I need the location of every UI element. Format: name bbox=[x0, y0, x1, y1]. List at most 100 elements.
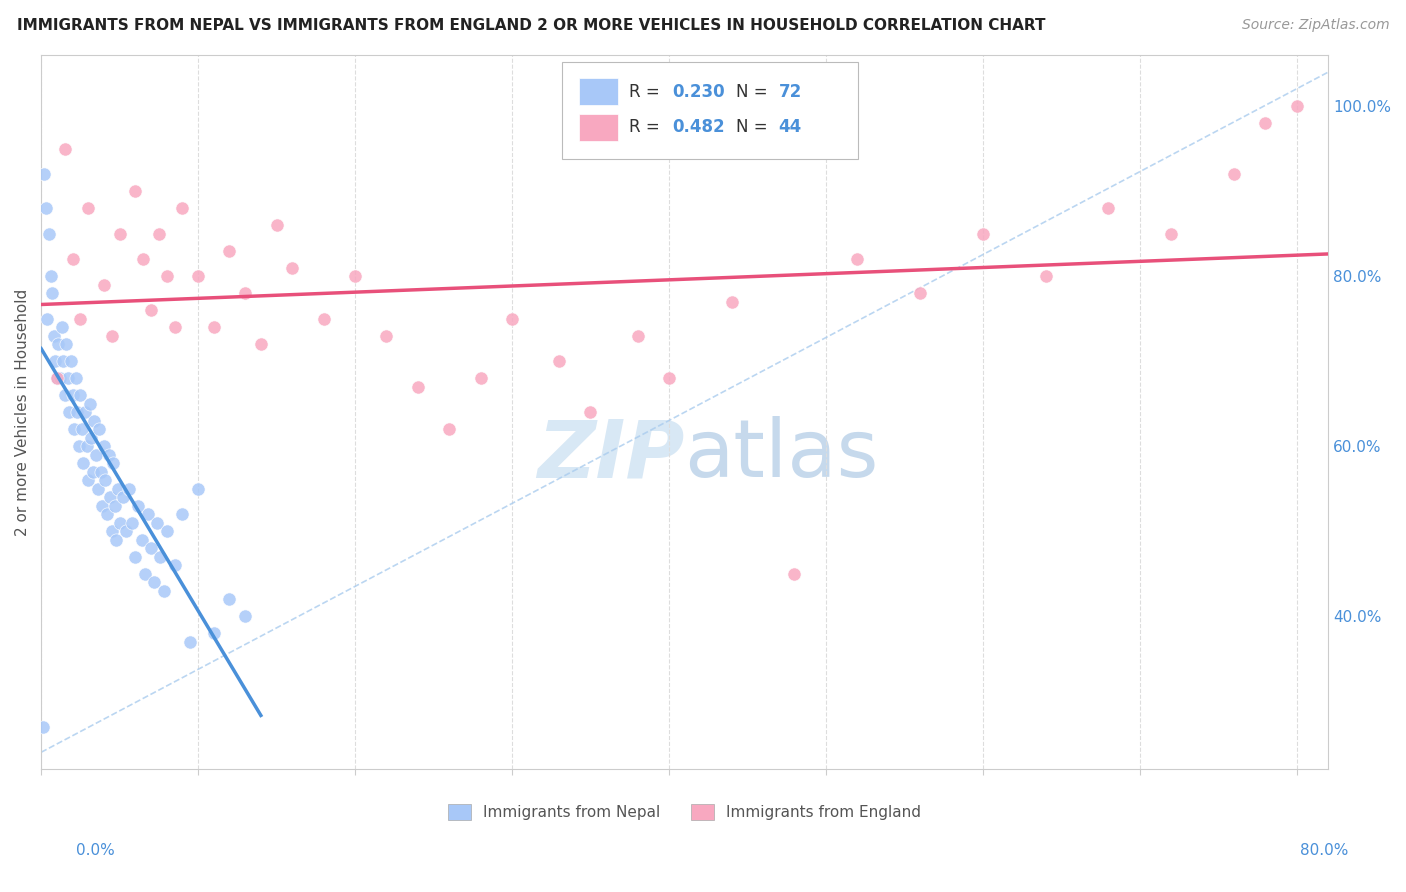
Text: 0.230: 0.230 bbox=[672, 83, 724, 101]
Point bbox=[45, 371, 67, 385]
Point bbox=[1254, 116, 1277, 130]
Point bbox=[148, 227, 170, 241]
Point bbox=[107, 482, 129, 496]
Text: Source: ZipAtlas.com: Source: ZipAtlas.com bbox=[1241, 18, 1389, 32]
Point bbox=[93, 277, 115, 292]
Point bbox=[70, 422, 93, 436]
Point bbox=[59, 354, 82, 368]
Text: 0.0%: 0.0% bbox=[76, 843, 115, 858]
Text: 44: 44 bbox=[779, 119, 801, 136]
Point bbox=[104, 499, 127, 513]
Point bbox=[124, 184, 146, 198]
Y-axis label: 2 or more Vehicles in Household: 2 or more Vehicles in Household bbox=[15, 289, 30, 536]
Point bbox=[233, 286, 256, 301]
Point bbox=[48, 337, 70, 351]
Point bbox=[250, 337, 273, 351]
Point bbox=[501, 311, 523, 326]
Point bbox=[31, 720, 53, 734]
Point bbox=[172, 201, 194, 215]
Point bbox=[143, 575, 166, 590]
Point bbox=[69, 388, 91, 402]
Point bbox=[846, 252, 869, 267]
Point bbox=[94, 473, 117, 487]
Legend: Immigrants from Nepal, Immigrants from England: Immigrants from Nepal, Immigrants from E… bbox=[441, 797, 928, 826]
Point bbox=[66, 405, 89, 419]
Point bbox=[83, 414, 105, 428]
Point bbox=[136, 508, 159, 522]
Point bbox=[42, 328, 65, 343]
Point bbox=[579, 405, 602, 419]
Point bbox=[187, 482, 209, 496]
Point bbox=[233, 609, 256, 624]
Point bbox=[69, 311, 91, 326]
Point bbox=[77, 473, 100, 487]
Point bbox=[375, 328, 398, 343]
Point bbox=[149, 549, 172, 564]
Point bbox=[124, 549, 146, 564]
Point bbox=[77, 201, 100, 215]
Point bbox=[115, 524, 138, 539]
Point bbox=[281, 260, 304, 275]
Text: N =: N = bbox=[737, 83, 773, 101]
Point bbox=[139, 303, 162, 318]
Text: 0.482: 0.482 bbox=[672, 119, 724, 136]
Point bbox=[67, 439, 90, 453]
Point bbox=[908, 286, 931, 301]
Point bbox=[65, 371, 87, 385]
Point bbox=[49, 371, 72, 385]
Point bbox=[62, 252, 84, 267]
Point bbox=[139, 541, 162, 556]
Point bbox=[134, 566, 156, 581]
Point bbox=[80, 431, 103, 445]
Point bbox=[39, 269, 62, 284]
Point bbox=[72, 456, 94, 470]
Point bbox=[406, 380, 429, 394]
Point bbox=[783, 566, 806, 581]
Point bbox=[45, 371, 67, 385]
Point bbox=[111, 490, 134, 504]
Text: 80.0%: 80.0% bbox=[1301, 843, 1348, 858]
Point bbox=[86, 482, 108, 496]
Point bbox=[202, 626, 225, 640]
Point bbox=[103, 456, 125, 470]
Point bbox=[44, 354, 66, 368]
Point bbox=[108, 516, 131, 530]
Point bbox=[156, 524, 179, 539]
Point bbox=[118, 482, 141, 496]
Point bbox=[98, 490, 121, 504]
Point bbox=[344, 269, 367, 284]
Point bbox=[55, 337, 77, 351]
Point bbox=[437, 422, 460, 436]
Point bbox=[100, 524, 122, 539]
Point bbox=[146, 516, 169, 530]
Point bbox=[218, 244, 240, 258]
Point bbox=[156, 269, 179, 284]
Point bbox=[1223, 167, 1246, 181]
Point bbox=[163, 320, 186, 334]
Point bbox=[121, 516, 143, 530]
Point bbox=[218, 592, 240, 607]
Point bbox=[312, 311, 335, 326]
Point bbox=[626, 328, 648, 343]
Point bbox=[1285, 99, 1308, 113]
Point bbox=[62, 388, 84, 402]
Bar bbox=[579, 78, 617, 105]
Point bbox=[96, 508, 118, 522]
Point bbox=[1160, 227, 1182, 241]
Point bbox=[52, 354, 75, 368]
Text: 72: 72 bbox=[779, 83, 801, 101]
Point bbox=[470, 371, 492, 385]
Point bbox=[1097, 201, 1119, 215]
Point bbox=[63, 422, 86, 436]
Point bbox=[56, 371, 79, 385]
Point bbox=[127, 499, 149, 513]
Point bbox=[82, 465, 104, 479]
Point bbox=[97, 448, 120, 462]
Point bbox=[1035, 269, 1057, 284]
Point bbox=[58, 405, 80, 419]
Point bbox=[84, 448, 107, 462]
Point bbox=[266, 218, 288, 232]
Point bbox=[79, 397, 101, 411]
Point bbox=[89, 422, 111, 436]
Text: atlas: atlas bbox=[685, 416, 879, 494]
